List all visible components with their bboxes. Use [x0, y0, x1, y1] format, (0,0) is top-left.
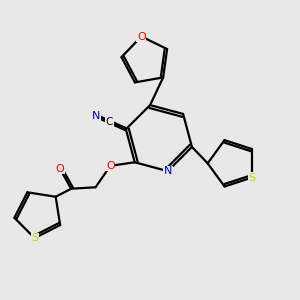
- Text: S: S: [31, 233, 38, 243]
- Text: N: N: [92, 111, 100, 121]
- Text: S: S: [248, 172, 255, 183]
- Text: O: O: [106, 161, 115, 171]
- Text: O: O: [56, 164, 64, 173]
- Text: C: C: [106, 117, 113, 127]
- Text: O: O: [137, 32, 146, 41]
- Text: N: N: [164, 166, 172, 176]
